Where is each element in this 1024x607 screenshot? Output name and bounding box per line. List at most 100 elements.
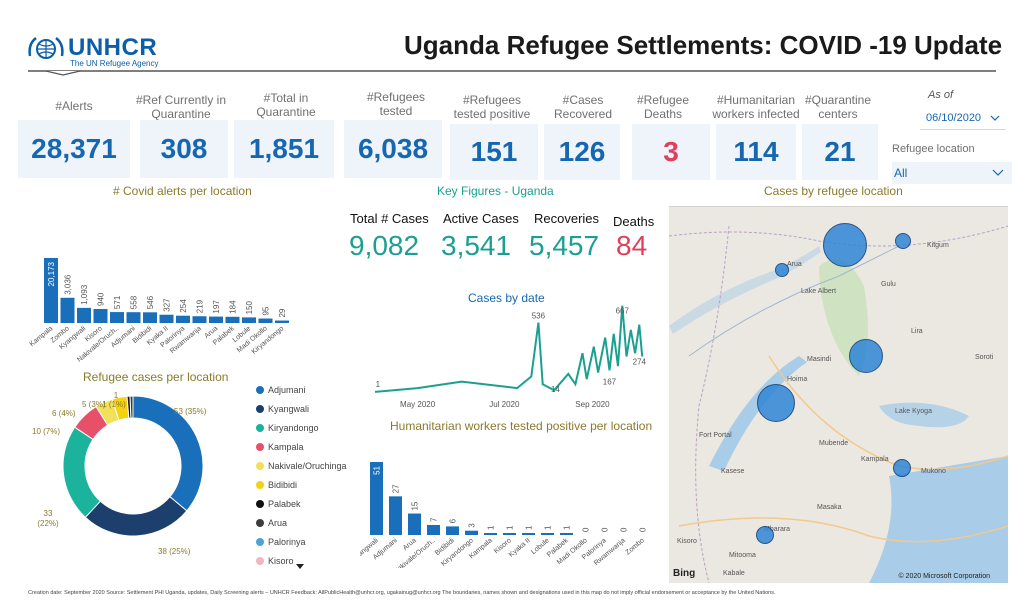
alerts-bar-value-label: 571 [113,295,122,309]
hw-bar [427,524,440,535]
kf-label-active: Active Cases [443,211,519,226]
hw-bar [484,533,497,535]
as-of-label: As of [928,89,954,101]
legend-label: Palabek [268,499,301,509]
hw-bar-value-label: 0 [620,527,629,532]
donut-slice-label: 33 [44,509,53,518]
map-place-label: Kisoro [677,538,697,545]
donut-slice-label: 1 [114,391,119,400]
kpi-value-total-quarantine: 1,851 [234,120,334,178]
legend-label: Adjumani [268,385,306,395]
alerts-bar [275,320,289,323]
legend-dot [256,462,264,470]
legend-label: Kyangwali [268,404,310,414]
alerts-bar [176,315,190,323]
kpi-label-alerts: #Alerts [55,99,93,113]
alerts-bar [242,317,256,323]
donut-slice-label: 53 (35%) [174,407,207,416]
legend-dot [256,443,264,451]
map-place-label: Fort Portal [699,432,732,439]
hw-bar [446,526,459,535]
logo-tagline: The UN Refugee Agency [70,59,159,68]
donut-slice-label: 38 (25%) [158,547,191,556]
data-label: 667 [616,307,630,316]
hw-chart-title: Humanitarian workers tested positive per… [390,419,653,433]
alerts-bar [192,316,207,323]
legend-item[interactable]: Palorinya [256,537,306,547]
legend-item[interactable]: Adjumani [256,385,306,395]
alerts-bar-value-label: 558 [130,295,139,309]
alerts-bar-value-label: 29 [278,308,287,317]
alerts-bar-value-label: 546 [146,295,155,309]
alerts-bar-value-label: 20,173 [47,261,56,286]
legend-item[interactable]: Kisoro [256,556,294,566]
legend-scroll-down-icon[interactable] [296,564,304,570]
hw-category-label: Zombo [625,537,646,556]
legend-dot [256,386,264,394]
unhcr-emblem-icon [28,37,64,59]
donut-slice [62,426,102,519]
alerts-bar [159,314,174,323]
legend-item[interactable]: Kampala [256,442,304,452]
data-label: 274 [633,358,647,367]
kf-value-active: 3,541 [441,230,512,261]
page-title: Uganda Refugee Settlements: COVID -19 Up… [404,30,1003,60]
legend-item[interactable]: Arua [256,518,287,528]
legend-label: Palorinya [268,537,306,547]
alerts-bar [126,312,141,323]
kpi-value-ref-quarantine: 308 [140,120,228,178]
refugee-location-map[interactable]: Arua Kitgum Gulu Lira Soroti Masindi Hoi… [669,206,1008,583]
map-bubble-palabek[interactable] [895,233,911,249]
kpi-label-total-quarantine: #Total in Quarantine [256,91,316,119]
legend-item[interactable]: Kyangwali [256,404,309,414]
legend-item[interactable]: Palabek [256,499,301,509]
hw-category-label: Arua [402,537,418,552]
legend-item[interactable]: Kiryandongo [256,423,319,433]
kpi-value-tested-positive: 151 [450,124,538,180]
map-place-label: Kitgum [927,242,949,249]
kpi-value-recovered: 126 [544,124,620,180]
hw-bar-value-label: 3 [468,523,477,528]
alerts-bar [209,316,223,323]
date-picker[interactable]: 06/10/2020 [920,108,1006,130]
map-place-label: Mukono [921,468,946,475]
key-figures-title: Key Figures - Uganda [437,184,554,198]
hw-bar-value-label: 6 [449,518,458,523]
alerts-bar [93,308,108,323]
map-bubble-kisoro[interactable] [756,526,774,544]
legend-item[interactable]: Bidibidi [256,480,297,490]
kpi-label-quarantine-centers: #Quarantine centers [804,93,872,121]
alerts-category-label: Kampala [29,325,55,348]
kf-label-total: Total # Cases [350,211,429,226]
map-bubble-kyangwali[interactable] [757,384,795,422]
location-filter-value: All [894,166,908,180]
hw-bar [522,533,535,535]
hw-bar-value-label: 7 [430,517,439,522]
map-bubble-kampala[interactable] [893,459,911,477]
kf-value-deaths: 84 [616,230,648,261]
kpi-value-deaths: 3 [632,124,710,180]
kpi-label-refugees-tested: #Refugees tested [366,90,426,118]
x-axis-tick-label: Jul 2020 [489,400,520,409]
alerts-bar-value-label: 184 [229,300,238,314]
alerts-bar [258,318,273,323]
donut-slice-label: 1 (1%) [102,400,126,409]
hw-bar-value-label: 51 [373,465,382,474]
data-label: 167 [603,377,617,386]
donut-chart-title: Refugee cases per location [83,370,229,384]
hw-bar-value-label: 1 [487,525,496,530]
kpi-value-hw-infected: 114 [716,124,796,180]
refugee-cases-donut-chart: 53 (35%) 38 (25%) 33(22%) 10 (7%) 6 (4%) 5 (3… [32,391,207,556]
map-bubble-adjumani[interactable] [823,223,867,267]
location-filter-select[interactable]: All [892,162,1012,184]
map-bubble-arua[interactable] [775,263,789,277]
hw-bar-value-label: 1 [544,525,553,530]
hw-bar-value-label: 0 [601,527,610,532]
legend-item[interactable]: Nakivale/Oruchinga [256,461,347,471]
kpi-label-hw-infected: #Humanitarian workers infected [712,93,800,121]
legend-label: Arua [268,518,288,528]
map-place-label: Soroti [975,354,994,361]
map-place-label: Masindi [807,356,832,363]
map-bubble-kiryandongo[interactable] [849,339,883,373]
footer-note: Creation date: September 2020 Source: Se… [28,590,776,596]
